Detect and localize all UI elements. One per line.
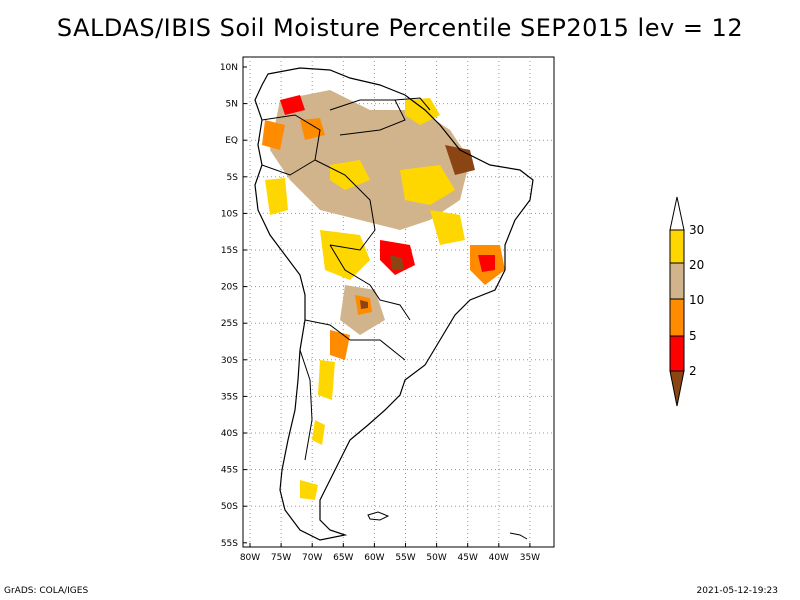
lat-label: EQ — [225, 136, 238, 146]
lon-label: 70W — [302, 553, 322, 563]
lat-label: 10N — [220, 63, 238, 73]
lat-label: 5S — [227, 173, 239, 183]
lat-label: 25S — [221, 319, 238, 329]
lon-label: 45W — [458, 553, 478, 563]
legend-label-10: 10 — [689, 293, 705, 307]
lon-label: 60W — [364, 553, 384, 563]
lat-label: 35S — [221, 392, 238, 402]
footer-timestamp: 2021-05-12-19:23 — [696, 586, 779, 596]
legend-label-5: 5 — [689, 329, 697, 343]
country-borders — [261, 97, 431, 461]
colorbar-segment-10-20 — [669, 262, 685, 300]
lon-label: 65W — [333, 553, 353, 563]
lat-label: 15S — [221, 246, 238, 256]
lat-label: 50S — [221, 502, 238, 512]
latitude-labels: 10N 5N EQ 5S 10S 15S 20S 25S 30S 35S 40S 45S 50S 55S — [220, 63, 247, 549]
lon-label: 75W — [271, 553, 291, 563]
colorbar-bottom-triangle — [669, 370, 685, 407]
legend-label-20: 20 — [689, 258, 705, 272]
lat-label: 20S — [221, 283, 238, 293]
colorbar-segment-2-5 — [669, 335, 685, 372]
colorbar-segment-20-30 — [669, 229, 685, 264]
colorbar — [669, 196, 685, 407]
lat-label: 40S — [221, 429, 238, 439]
map-title: SALDAS/IBIS Soil Moisture Percentile SEP… — [56, 14, 744, 42]
lat-label: 5N — [226, 100, 238, 110]
lon-label: 35W — [520, 553, 540, 563]
map-frame — [242, 56, 555, 548]
colorbar-segment-5-10 — [669, 298, 685, 337]
lon-label: 40W — [489, 553, 509, 563]
colorbar-top-triangle — [669, 196, 685, 231]
falkland-islands — [367, 511, 390, 521]
lon-label: 80W — [240, 553, 260, 563]
lat-label: 30S — [221, 356, 238, 366]
lon-label: 50W — [426, 553, 446, 563]
south-america-coastline — [254, 67, 534, 541]
longitude-labels: 80W 75W 70W 65W 60W 55W 50W 45W 40W 35W — [240, 543, 540, 563]
footer-credit: GrADS: COLA/IGES — [4, 586, 89, 596]
lat-label: 10S — [221, 209, 238, 219]
legend-label-30: 30 — [689, 223, 705, 237]
soil-moisture-field — [262, 90, 505, 500]
lon-label: 55W — [395, 553, 415, 563]
lat-label: 55S — [221, 539, 238, 549]
lat-label: 45S — [221, 466, 238, 476]
south-georgia-island — [509, 532, 528, 540]
legend-label-2: 2 — [689, 364, 697, 378]
